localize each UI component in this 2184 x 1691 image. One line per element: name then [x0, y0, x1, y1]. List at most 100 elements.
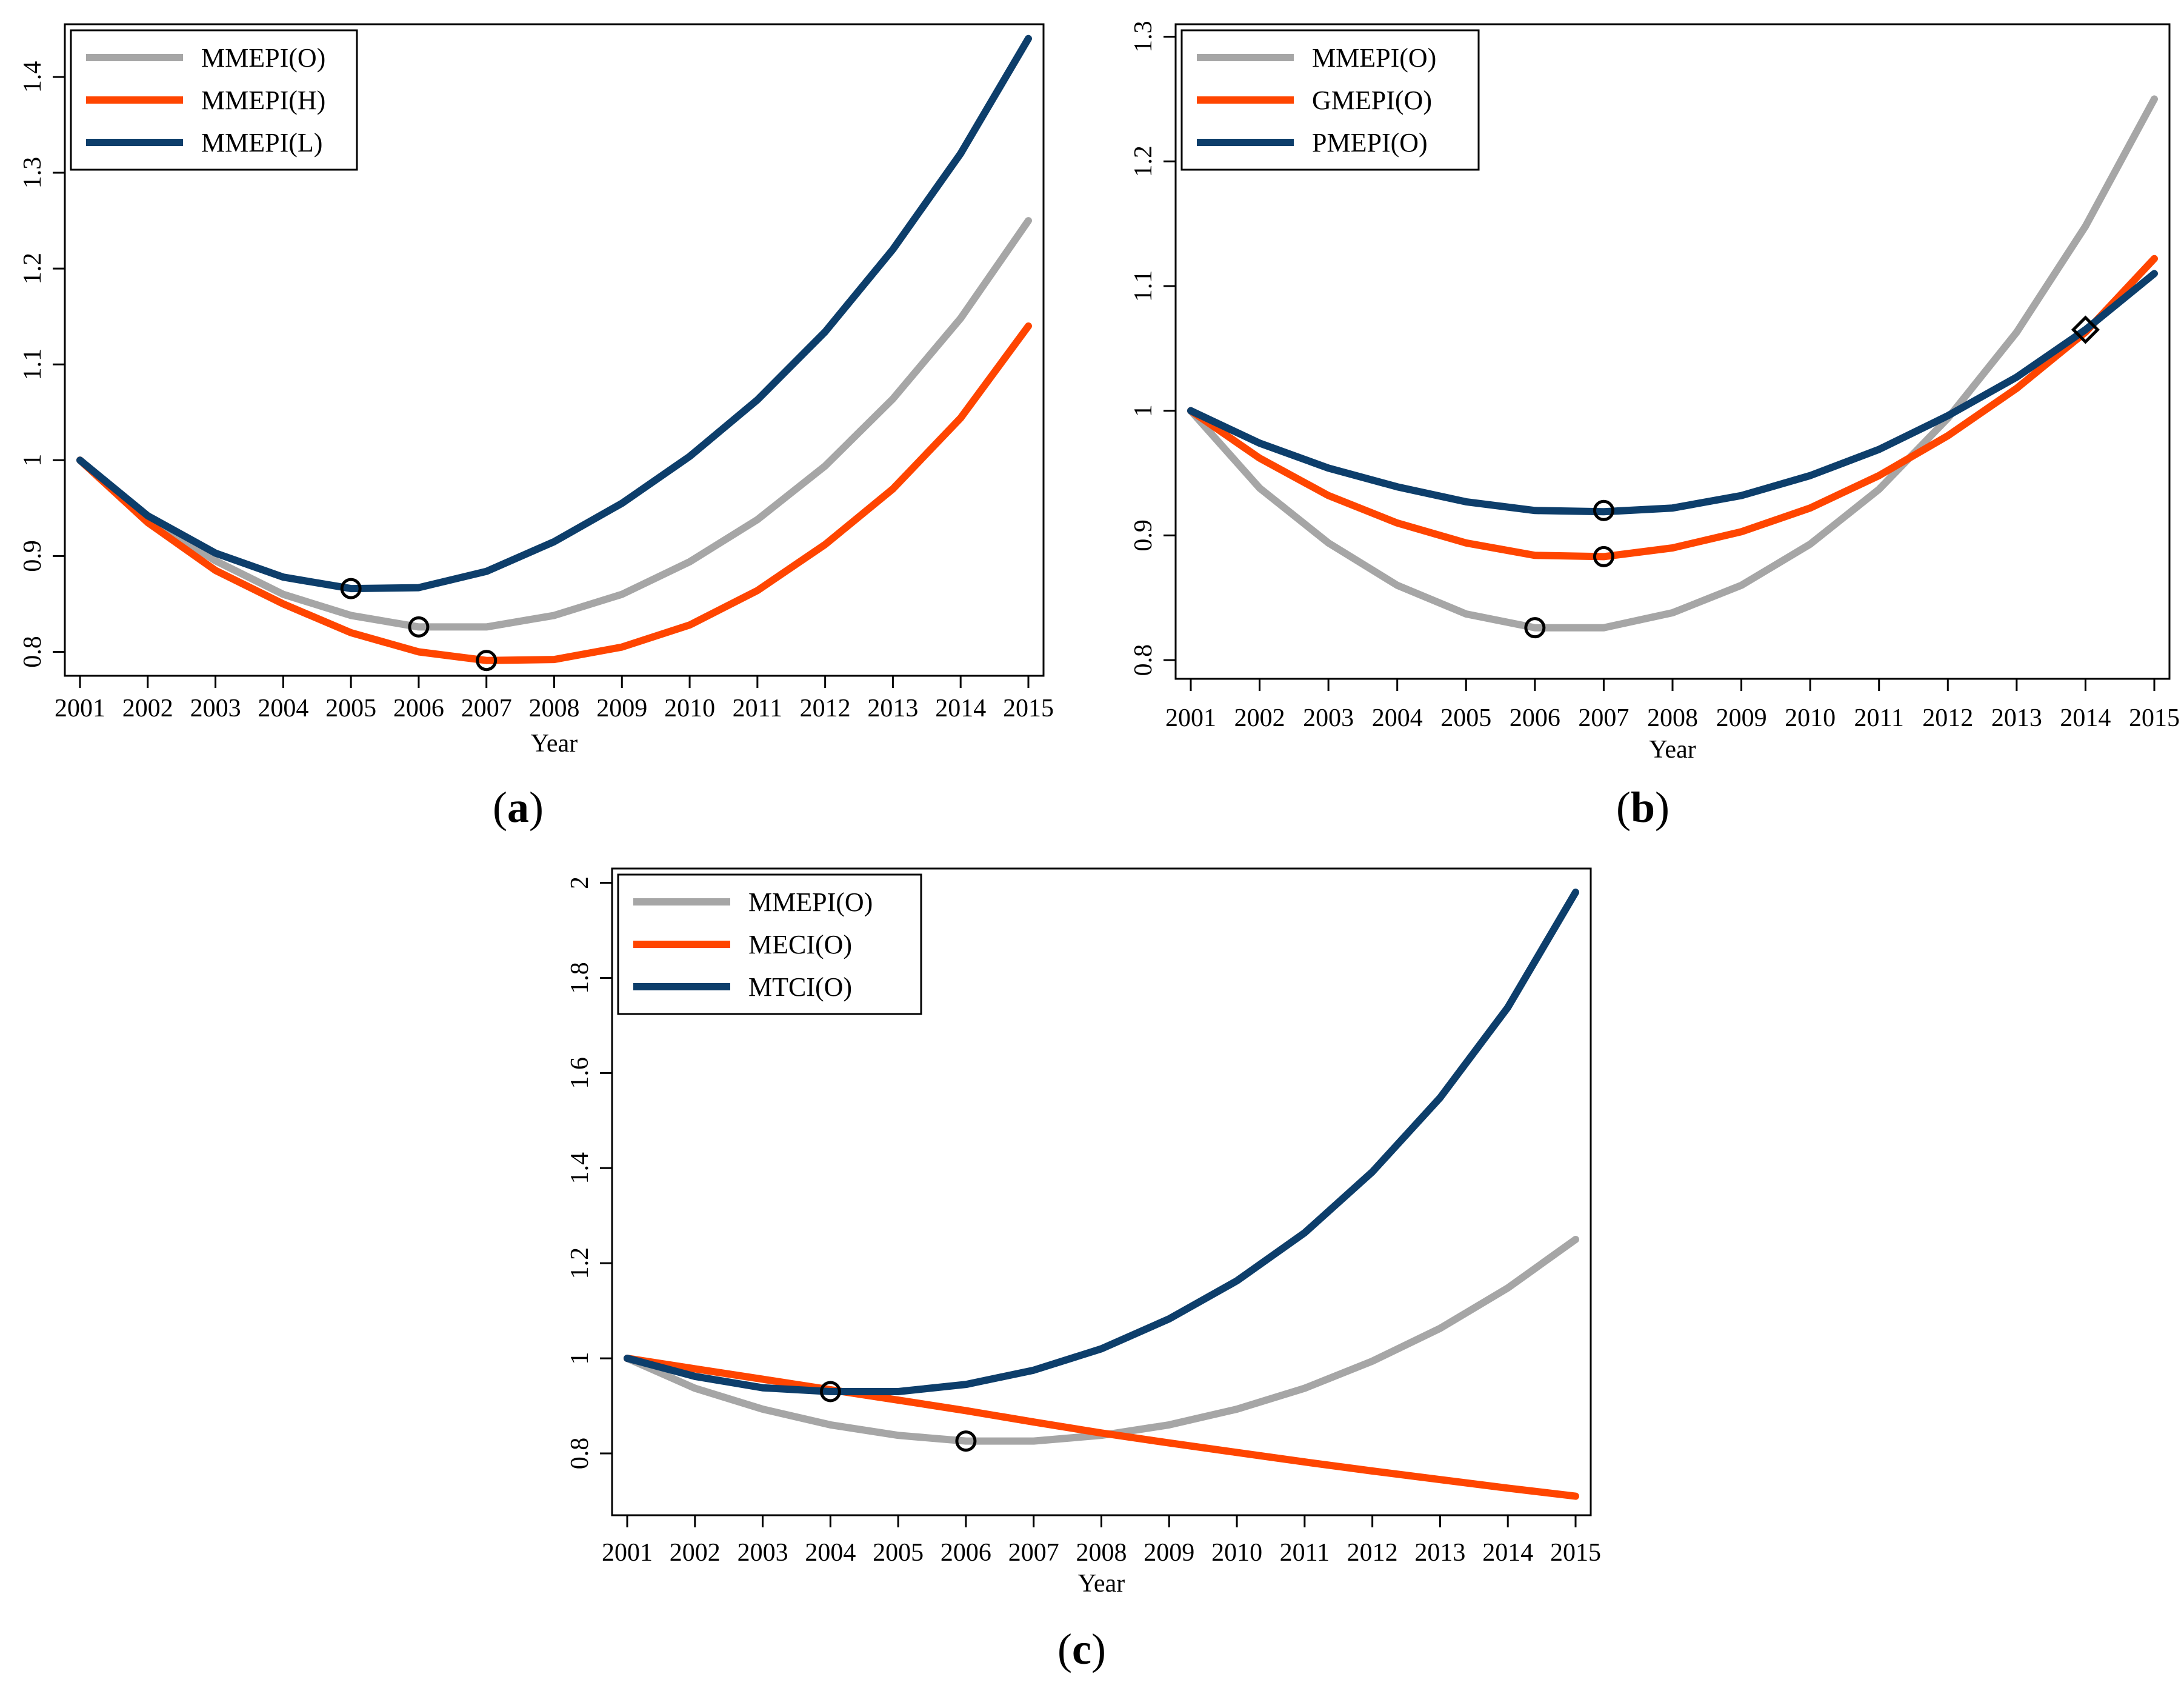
series-line-c-3 [624, 889, 1579, 1395]
y-tick-label-c: 1.4 [566, 1152, 594, 1184]
x-tick-label-c: 2013 [1414, 1539, 1465, 1567]
x-tick-label-b: 2009 [1716, 704, 1767, 732]
panel-a-caption-open: ( [493, 783, 507, 832]
x-tick-label-b: 2004 [1372, 704, 1423, 732]
y-tick-label-a: 1.2 [19, 253, 47, 285]
x-tick-label-b: 2008 [1647, 704, 1698, 732]
x-tick-label-a: 2009 [596, 695, 647, 722]
y-tick-label-c: 1.8 [566, 962, 594, 994]
x-tick-label-c: 2012 [1347, 1539, 1398, 1567]
minimum-marker-a-1 [408, 616, 430, 638]
panel-b-caption: (b) [1616, 783, 1670, 832]
y-tick-label-b: 1.2 [1130, 145, 1157, 178]
x-tick-label-b: 2011 [1854, 704, 1903, 732]
minimum-marker-b-2 [1593, 545, 1614, 567]
x-tick-label-a: 2007 [461, 695, 512, 722]
panel-b-caption-close: ) [1655, 783, 1670, 832]
series-line-b-1 [1187, 95, 2158, 632]
y-tick-label-b: 1 [1130, 404, 1157, 417]
series-line-b-3 [1187, 270, 2158, 516]
x-tick-label-a: 2004 [258, 695, 308, 722]
x-tick-label-c: 2001 [602, 1539, 653, 1567]
x-tick-label-b: 2015 [2129, 704, 2180, 732]
x-tick-label-c: 2008 [1076, 1539, 1127, 1567]
x-tick-label-b: 2001 [1165, 704, 1216, 732]
panel-c-caption: (c) [1057, 1625, 1106, 1673]
y-tick-label-c: 1.6 [566, 1057, 594, 1089]
x-tick-label-c: 2010 [1211, 1539, 1262, 1567]
y-tick-label-a: 1 [19, 454, 47, 467]
panel-c-caption-close: ) [1091, 1625, 1106, 1673]
x-tick-label-c: 2007 [1008, 1539, 1059, 1567]
minimum-marker-c-3 [819, 1381, 841, 1402]
x-tick-label-a: 2015 [1003, 695, 1054, 722]
x-tick-label-c: 2002 [670, 1539, 721, 1567]
x-tick-label-a: 2013 [867, 695, 918, 722]
y-tick-label-b: 0.9 [1130, 519, 1157, 552]
panel-b-caption-open: ( [1616, 783, 1631, 832]
legend-label-b-3: PMEPI(O) [1312, 128, 1428, 158]
y-tick-label-b: 1.3 [1130, 21, 1157, 52]
series-line-a-3 [76, 35, 1032, 593]
panel-a-caption-letter: a [507, 783, 529, 832]
legend-label-c-2: MECI(O) [748, 930, 852, 959]
y-tick-label-c: 1 [566, 1352, 594, 1365]
x-tick-label-b: 2006 [1510, 704, 1560, 732]
x-tick-label-b: 2005 [1440, 704, 1491, 732]
minimum-marker-b-3 [1593, 499, 1614, 521]
x-tick-label-c: 2009 [1144, 1539, 1194, 1567]
x-tick-label-a: 2012 [800, 695, 851, 722]
x-axis-title-a: Year [531, 730, 578, 758]
x-tick-label-c: 2014 [1482, 1539, 1533, 1567]
minimum-marker-b-1 [1524, 617, 1546, 639]
legend-label-a-2: MMEPI(H) [201, 85, 325, 115]
x-tick-label-a: 2010 [664, 695, 715, 722]
x-tick-label-a: 2005 [325, 695, 376, 722]
series-line-a-1 [76, 217, 1032, 631]
panel-c-caption-open: ( [1057, 1625, 1072, 1673]
chart-panel-b: 2001 2002 2003 2004 2005 2006 2007 2008 2009 2010… [1130, 21, 2180, 764]
x-tick-label-b: 2014 [2060, 704, 2111, 732]
crossing-marker-b [2071, 315, 2100, 344]
x-tick-label-b: 2007 [1578, 704, 1629, 732]
x-tick-label-b: 2003 [1303, 704, 1354, 732]
panel-a-caption: (a) [493, 783, 544, 832]
series-line-c-2 [624, 1355, 1579, 1500]
legend-label-c-3: MTCI(O) [748, 972, 852, 1002]
panel-c-caption-letter: c [1072, 1625, 1091, 1673]
x-tick-label-a: 2014 [935, 695, 986, 722]
x-tick-label-a: 2011 [733, 695, 782, 722]
panel-a-caption-close: ) [529, 783, 544, 832]
x-tick-label-a: 2006 [393, 695, 444, 722]
x-tick-label-a: 2008 [529, 695, 580, 722]
y-tick-label-c: 2 [566, 876, 594, 889]
legend-label-a-3: MMEPI(L) [201, 128, 322, 158]
x-tick-label-b: 2013 [1991, 704, 2042, 732]
legend-label-b-1: MMEPI(O) [1312, 43, 1436, 73]
x-tick-label-c: 2006 [941, 1539, 991, 1567]
panel-b-caption-letter: b [1631, 783, 1655, 832]
y-tick-label-a: 0.9 [19, 540, 47, 572]
y-tick-label-a: 1.3 [19, 157, 47, 189]
x-tick-label-c: 2004 [805, 1539, 856, 1567]
x-tick-label-a: 2001 [55, 695, 105, 722]
x-axis-title-c: Year [1078, 1570, 1125, 1598]
minimum-marker-a-3 [340, 578, 362, 599]
y-tick-label-a: 1.1 [19, 349, 47, 381]
y-tick-label-b: 0.8 [1130, 644, 1157, 676]
x-tick-label-b: 2002 [1234, 704, 1285, 732]
minimum-marker-c-1 [955, 1430, 977, 1452]
x-tick-label-c: 2015 [1550, 1539, 1601, 1567]
x-tick-label-c: 2003 [737, 1539, 788, 1567]
series-line-a-2 [76, 322, 1032, 664]
chart-panel-a: 2001 2002 2003 2004 2005 2006 2007 2008 2009 2010… [19, 23, 1054, 758]
x-tick-label-a: 2003 [190, 695, 241, 722]
x-axis-title-b: Year [1649, 736, 1696, 764]
y-tick-label-c: 1.2 [566, 1247, 594, 1279]
x-tick-label-a: 2002 [122, 695, 173, 722]
legend-label-b-2: GMEPI(O) [1312, 85, 1432, 115]
x-tick-label-c: 2005 [873, 1539, 924, 1567]
legend-label-a-1: MMEPI(O) [201, 43, 325, 73]
